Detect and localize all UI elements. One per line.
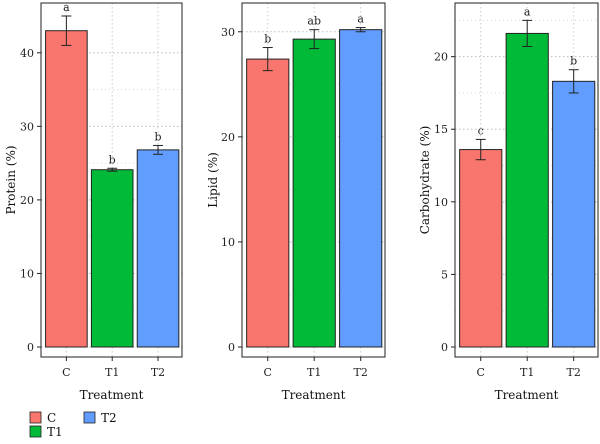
x-axis-title: Treatment [495, 388, 559, 402]
significance-label-T1: b [109, 153, 116, 166]
x-tick-label: T1 [105, 366, 119, 379]
error-bar-T2 [153, 144, 164, 155]
x-tick-label: T1 [307, 366, 321, 379]
error-bar-C [61, 15, 72, 46]
y-tick-label: 10 [221, 236, 235, 249]
error-bar-T1 [309, 29, 320, 50]
error-bar-C [475, 138, 486, 161]
bar-T1 [505, 32, 549, 348]
y-tick-label: 20 [20, 194, 34, 207]
legend-swatch-C [29, 411, 42, 424]
y-tick-label: 10 [20, 267, 34, 280]
bar-T2 [552, 80, 596, 348]
plot-frame [241, 2, 386, 358]
x-tick-label: C [264, 366, 272, 379]
significance-label-C: c [478, 124, 484, 137]
x-axis-title: Treatment [282, 388, 346, 402]
y-tick-label: 10 [434, 196, 448, 209]
bar-T1 [90, 169, 134, 348]
x-tick-label: T2 [354, 366, 368, 379]
panel-2: b ab a 0 10 20 30 C T1 T2 Treatment Lipid (%) [206, 2, 386, 402]
legend-item-T1: T1 [29, 425, 63, 439]
significance-label-T2: b [570, 55, 577, 68]
error-bar-T1 [522, 19, 533, 47]
error-bar-T1 [107, 167, 118, 172]
legend-swatch-T1 [29, 425, 42, 438]
plot-frame [454, 2, 599, 358]
legend-item-T2: T2 [83, 411, 117, 425]
y-tick-label: 15 [434, 123, 448, 136]
legend-label-T1: T1 [47, 425, 63, 439]
significance-label-C: a [63, 1, 70, 14]
x-tick-label: T2 [567, 366, 581, 379]
x-tick-label: T2 [151, 366, 165, 379]
x-axis-title: Treatment [80, 388, 144, 402]
bar-C [45, 30, 88, 348]
panel-3: c a b 0 5 10 15 20 C T1 T2 Treatment Carbohydrate (%… [418, 2, 599, 402]
x-tick-label: T1 [520, 366, 534, 379]
significance-label-T2: b [155, 130, 162, 143]
y-axis-title: Lipid (%) [206, 152, 220, 208]
y-tick-label: 0 [228, 341, 235, 354]
y-tick-label: 30 [221, 26, 235, 39]
x-tick-label: C [477, 366, 485, 379]
bar-C [459, 149, 503, 348]
legend: CT1 T2 [29, 411, 117, 439]
legend-swatch-T2 [83, 411, 96, 424]
error-bar-C [262, 47, 273, 72]
significance-label-C: b [264, 33, 271, 46]
significance-label-T1: a [524, 5, 531, 18]
significance-label-T1: ab [307, 15, 321, 28]
bar-C [246, 58, 290, 348]
legend-item-C: C [29, 411, 56, 425]
y-tick-label: 20 [221, 131, 235, 144]
x-tick-label: C [62, 366, 70, 379]
y-tick-label: 0 [441, 341, 448, 354]
error-bar-T2 [568, 69, 579, 94]
panel-1: a b b 0 10 20 30 40 C T1 T2 Treatment Protein (%) [4, 1, 183, 402]
y-axis-title: Carbohydrate (%) [418, 126, 432, 235]
y-tick-label: 20 [434, 51, 448, 64]
legend-label-T2: T2 [101, 411, 117, 425]
significance-label-T2: a [357, 13, 364, 26]
error-bar-T2 [355, 27, 366, 33]
plot-frame [40, 2, 183, 358]
bar-T1 [292, 38, 336, 348]
y-tick-label: 5 [441, 268, 448, 281]
bar-T2 [339, 29, 383, 348]
bar-T2 [136, 149, 180, 348]
legend-label-C: C [47, 411, 56, 425]
y-tick-label: 30 [20, 120, 34, 133]
y-tick-label: 0 [27, 341, 34, 354]
y-axis-title: Protein (%) [4, 145, 18, 214]
y-tick-label: 40 [20, 47, 34, 60]
